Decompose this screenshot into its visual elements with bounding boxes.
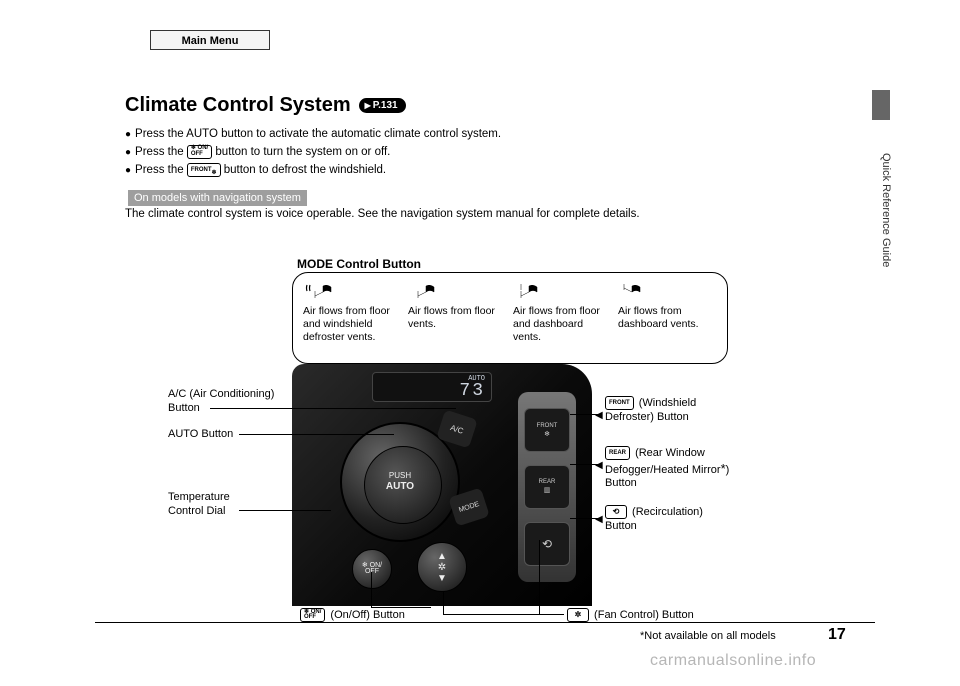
arrow-rear: ◀	[595, 460, 603, 471]
callout-auto: AUTO Button	[168, 428, 233, 442]
callout-rear: REAR (Rear Window Defogger/Heated Mirror…	[605, 446, 745, 491]
mode-col-2: Air flows from floor vents.	[408, 281, 507, 357]
rear-defog-button: REAR▥	[524, 465, 570, 509]
auto-button: PUSHAUTO	[386, 472, 414, 492]
recirc-button: ⟲	[524, 522, 570, 566]
temperature-display: AUTO 73	[372, 372, 492, 402]
lead-fan-v2	[539, 540, 540, 614]
page-title-row: Climate Control System P.131	[125, 94, 406, 117]
model-note-badge: On models with navigation system	[128, 190, 307, 206]
bullet-3-text-b: button to defrost the windshield.	[224, 164, 386, 176]
bullet-2-text-b: button to turn the system on or off.	[215, 146, 390, 158]
watermark: carmanualsonline.info	[650, 652, 816, 670]
mode-icon-1	[303, 281, 402, 301]
lead-auto	[239, 434, 394, 435]
bullet-1-text: Press the AUTO button to activate the au…	[135, 126, 501, 144]
page-ref-link[interactable]: P.131	[359, 98, 406, 113]
side-button-stack: FRONT❄ REAR▥ ⟲	[518, 392, 576, 582]
mode-col-1: Air flows from floor and windshield defr…	[303, 281, 402, 357]
mode-col-3: Air flows from floor and dashboard vents…	[513, 281, 612, 357]
rear-pill-icon: REAR	[605, 446, 630, 460]
mode-desc-4: Air flows from dashboard vents.	[618, 305, 699, 330]
arrow-windshield: ◀	[595, 410, 603, 421]
lead-fan-h	[443, 614, 564, 615]
callout-temp: Temperature Control Dial	[168, 491, 268, 519]
bullet-3: ● Press the FRONT❄ button to defrost the…	[125, 162, 501, 180]
onoff-button: ❄ ON/ OFF	[352, 549, 392, 589]
mode-desc-3: Air flows from floor and dashboard vents…	[513, 305, 600, 343]
page-number: 17	[828, 626, 846, 644]
callout-onoff: ❄ ON/ OFF (On/Off) Button	[300, 608, 405, 623]
mode-icon-4	[618, 281, 717, 301]
recirc-pill-icon: ⟲	[605, 505, 627, 519]
onoff-icon: ❄ ON/ OFF	[187, 145, 212, 159]
windshield-pill-icon: FRONT	[605, 396, 634, 410]
callout-ac: A/C (Air Conditioning) Button	[168, 388, 292, 416]
model-note-text: The climate control system is voice oper…	[125, 208, 640, 220]
lead-onoff-h	[371, 607, 431, 608]
mode-desc-1: Air flows from floor and windshield defr…	[303, 305, 390, 343]
bullet-2: ● Press the ❄ ON/ OFF button to turn the…	[125, 144, 501, 162]
mode-col-4: Air flows from dashboard vents.	[618, 281, 717, 357]
front-defrost-button: FRONT❄	[524, 408, 570, 452]
thumb-tab	[872, 90, 890, 120]
lead-fan-v1	[443, 592, 444, 614]
onoff-pill-icon: ❄ ON/ OFF	[300, 608, 325, 622]
arrow-recirc: ◀	[595, 514, 603, 525]
footnote: *Not available on all models	[640, 630, 776, 642]
main-menu-button[interactable]: Main Menu	[150, 30, 270, 50]
instruction-list: ● Press the AUTO button to activate the …	[125, 126, 501, 179]
manual-page: Main Menu Quick Reference Guide Climate …	[0, 0, 960, 686]
mode-box-title: MODE Control Button	[297, 257, 421, 271]
fan-button: ▲ ✲ ▼	[417, 542, 467, 592]
mode-desc-2: Air flows from floor vents.	[408, 305, 495, 330]
mode-icon-2	[408, 281, 507, 301]
footer-rule	[95, 622, 875, 623]
mode-control-box: Air flows from floor and windshield defr…	[292, 272, 728, 364]
bullet-2-text-a: Press the	[135, 146, 187, 158]
fan-pill-icon: ✲	[567, 608, 589, 622]
defrost-icon: FRONT❄	[187, 163, 221, 177]
bullet-3-text-a: Press the	[135, 164, 187, 176]
callout-windshield: FRONT (Windshield Defroster) Button	[605, 396, 735, 424]
lead-ac	[210, 408, 456, 409]
bullet-1: ● Press the AUTO button to activate the …	[125, 126, 501, 144]
climate-panel-photo: AUTO 73 PUSHAUTO A/C MODE ❄ ON/ OFF ▲ ✲ …	[292, 364, 592, 606]
lead-onoff-v	[371, 572, 372, 607]
mode-icon-3	[513, 281, 612, 301]
section-label: Quick Reference Guide	[874, 130, 892, 290]
callout-recirc: ⟲ (Recirculation) Button	[605, 505, 735, 533]
callout-fan: ✲ (Fan Control) Button	[567, 608, 694, 623]
lead-temp	[239, 510, 331, 511]
page-title: Climate Control System	[125, 94, 351, 117]
